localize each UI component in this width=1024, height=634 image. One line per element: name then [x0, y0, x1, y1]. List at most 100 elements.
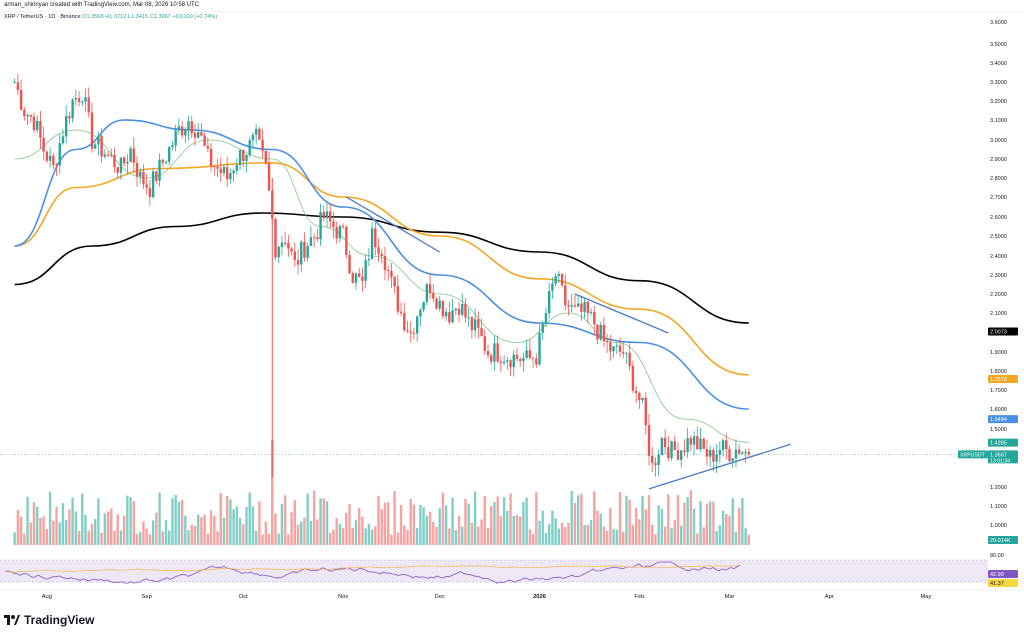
candle-body [303, 241, 306, 258]
candle-body [444, 312, 448, 317]
candle-body [541, 323, 544, 333]
volume-bar [329, 533, 332, 545]
volume-bar [312, 490, 316, 545]
candle-body [358, 273, 361, 277]
volume-bar [254, 530, 258, 545]
volume-bar [13, 532, 16, 545]
y-tick-label: 1.8000 [990, 369, 1007, 375]
candle-body [238, 150, 242, 166]
volume-bar [203, 514, 206, 545]
volume-bar [303, 517, 306, 545]
ma-line-ma_orange [14, 161, 749, 376]
volume-bar [335, 517, 338, 545]
candle-body [84, 97, 87, 102]
volume-bar [174, 494, 177, 545]
volume-bar [84, 514, 87, 545]
volume-bar [586, 524, 590, 545]
candle-body [345, 226, 348, 255]
candle-body [351, 273, 354, 283]
candle-body [213, 166, 216, 168]
volume-bar [300, 521, 303, 545]
y-tick-label: 3.4000 [990, 61, 1007, 67]
candle-body [161, 159, 164, 163]
candle-body [612, 346, 615, 352]
candle-body [116, 167, 119, 173]
candle-body [457, 308, 461, 315]
volume-bar [528, 529, 532, 545]
volume-bar [454, 529, 457, 545]
volume-bar [728, 516, 731, 545]
volume-bar [509, 493, 512, 545]
candle-body [74, 98, 78, 100]
volume-bar [116, 514, 119, 545]
candle-body [602, 324, 606, 342]
volume-bar [386, 502, 390, 545]
volume-bar [319, 498, 322, 545]
volume-bar [200, 517, 203, 545]
candle-body [403, 313, 406, 331]
candle-body [126, 161, 129, 164]
candle-body [576, 303, 580, 307]
candle-body [274, 218, 277, 258]
volume-bar [451, 497, 454, 545]
candle-body [525, 350, 528, 359]
candle-body [55, 164, 58, 166]
volume-bar [390, 534, 393, 545]
candle-body [58, 143, 61, 166]
candle-body [306, 246, 309, 258]
candle-body [32, 116, 36, 131]
candle-body [625, 352, 628, 354]
candle-body [470, 317, 474, 331]
candle-body [361, 276, 364, 281]
candle-body [715, 454, 718, 462]
volume-bar [570, 490, 573, 545]
x-tick-label: Sep [142, 594, 152, 600]
candle-body [686, 438, 689, 453]
volume-bar [519, 516, 522, 545]
volume-bar [428, 511, 432, 545]
candle-body [560, 273, 564, 286]
volume-bar [280, 503, 284, 545]
tradingview-logo[interactable]: TradingView [4, 612, 94, 628]
candle-body [390, 270, 393, 277]
volume-bar [213, 515, 216, 545]
volume-bar [142, 521, 145, 545]
candle-body [197, 132, 200, 138]
candle-body [683, 450, 686, 453]
y-tick-label: 1.0000 [990, 523, 1007, 529]
volume-bar [699, 501, 702, 545]
volume-bar [380, 509, 383, 545]
y-tick-label: 2.5000 [990, 234, 1007, 240]
volume-bar [290, 512, 293, 545]
volume-bar [296, 524, 300, 545]
candle-body [374, 228, 377, 248]
candle-body [209, 148, 213, 167]
volume-bar [225, 495, 229, 545]
y-tick-label: 2.6000 [990, 215, 1007, 221]
candle-body [177, 126, 181, 131]
brand-name: TradingView [24, 613, 95, 627]
volume-bar [161, 531, 164, 545]
volume-bar [477, 526, 480, 545]
candle-body [506, 360, 509, 362]
candle-body [593, 311, 596, 325]
candle-body [483, 336, 486, 351]
volume-bar [370, 529, 374, 545]
candle-body [180, 126, 184, 136]
symbol-legend[interactable]: XRP / TetherUS · 1D · Binance O1.3568 H1… [4, 14, 217, 20]
candle-body [609, 342, 612, 352]
volume-bar [605, 530, 609, 545]
volume-bar [232, 509, 235, 545]
candle-body [261, 139, 264, 151]
volume-bar [383, 502, 387, 545]
candle-body [599, 324, 602, 340]
volume-bar [403, 525, 406, 545]
volume-bar [602, 526, 606, 545]
candle-body [119, 157, 123, 173]
volume-bar [332, 529, 335, 545]
candle-body [441, 300, 445, 317]
volume-bar [164, 520, 168, 545]
candle-body [93, 144, 97, 149]
candle-body [364, 260, 367, 281]
